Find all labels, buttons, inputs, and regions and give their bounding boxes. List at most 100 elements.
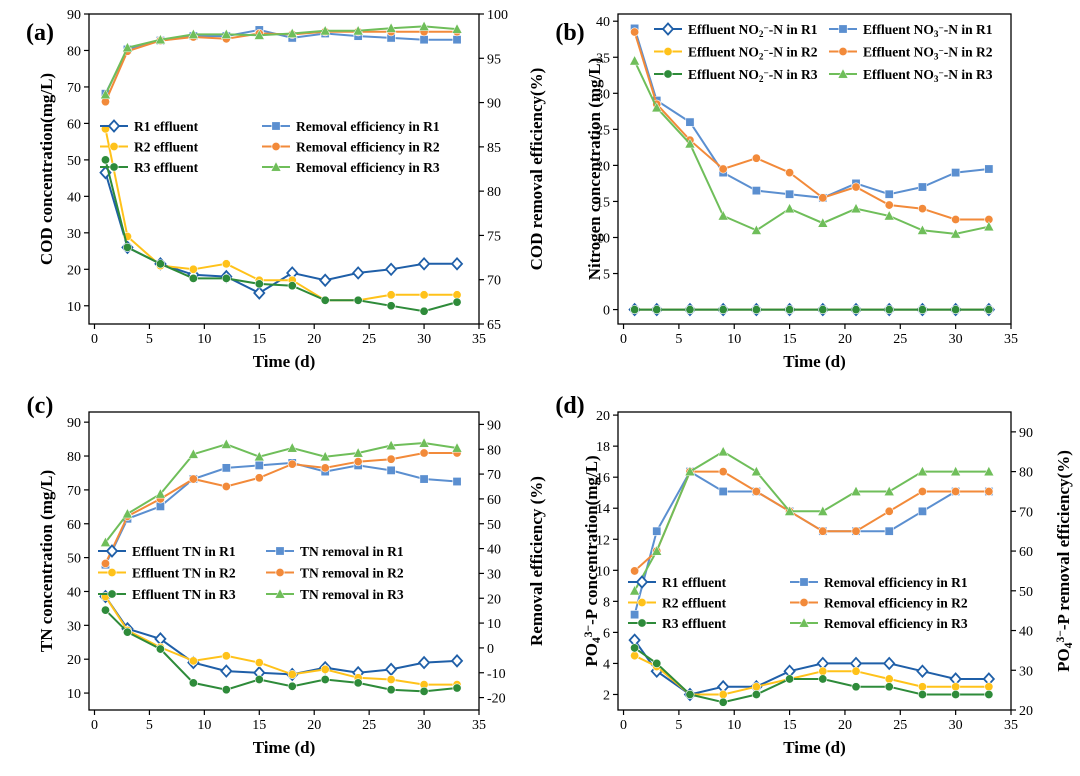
- y2-tick-label: 70: [1019, 505, 1033, 520]
- data-point: [286, 442, 298, 453]
- legend-item: R2 effluent: [628, 596, 727, 611]
- legend-label: R2 effluent: [134, 140, 199, 155]
- series-line: [104, 441, 458, 544]
- data-point: [984, 305, 994, 315]
- data-point: [221, 685, 231, 695]
- data-point: [386, 675, 396, 685]
- legend-marker: [798, 617, 810, 628]
- legend-marker: [838, 46, 848, 56]
- data-point: [851, 666, 861, 676]
- legend-marker: [275, 567, 285, 577]
- legend-marker: [637, 597, 647, 607]
- x-tick-label: 20: [307, 332, 321, 347]
- data-point: [418, 20, 430, 31]
- y2-tick-label: 70: [487, 468, 501, 483]
- y2-axis-label: Removal efficiency (%): [527, 476, 546, 646]
- y-tick-label: 18: [596, 440, 610, 455]
- data-point: [352, 447, 364, 458]
- data-point: [850, 485, 862, 496]
- data-point: [100, 155, 110, 165]
- legend-marker: [105, 544, 119, 558]
- data-point: [452, 477, 462, 487]
- panel-a: 0 5 10 15 20 25 30 35 10 20 30 40 50 60 70 80 90 65 70 75 80…: [26, 8, 546, 371]
- data-point: [287, 669, 297, 679]
- data-point: [884, 200, 894, 210]
- x-tick-label: 35: [472, 332, 486, 347]
- data-point: [851, 305, 861, 315]
- data-point: [188, 678, 198, 688]
- data-point: [984, 486, 994, 496]
- y2-tick-label: 30: [487, 567, 501, 582]
- data-point: [685, 689, 695, 699]
- data-point: [188, 656, 198, 666]
- data-point: [884, 506, 894, 516]
- data-point: [750, 224, 762, 235]
- x-tick-label: 35: [1004, 332, 1018, 347]
- series-2: [100, 25, 462, 99]
- data-point: [717, 446, 729, 457]
- data-point: [818, 305, 828, 315]
- data-point: [984, 689, 994, 699]
- data-point: [917, 305, 927, 315]
- data-point: [652, 526, 662, 536]
- legend-item: Removal efficiency in R3: [790, 616, 968, 631]
- legend-marker: [107, 589, 117, 599]
- y2-tick-label: 85: [487, 141, 501, 156]
- data-point: [385, 22, 397, 33]
- legend: Effluent TN in R1 TN removal in R1 Effluen…: [98, 544, 404, 602]
- data-point: [951, 689, 961, 699]
- data-point: [221, 259, 231, 269]
- y-tick-label: 40: [67, 585, 81, 600]
- series-5: [630, 305, 994, 315]
- x-tick-label: 10: [727, 718, 741, 733]
- series-line: [104, 609, 458, 693]
- data-point: [630, 610, 640, 620]
- data-point: [951, 305, 961, 315]
- data-point: [630, 643, 640, 653]
- y2-tick-label: 80: [1019, 466, 1033, 481]
- panel-b: 0 5 10 15 20 25 30 35 0 5 10 15 20 25 30 35 40 Time (d) Ni…: [555, 13, 1018, 371]
- data-point: [418, 437, 430, 448]
- legend-label: R1 effluent: [134, 119, 199, 134]
- data-point: [751, 153, 761, 163]
- legend-marker: [635, 575, 649, 589]
- data-point: [785, 674, 795, 684]
- x-tick-label: 5: [146, 332, 153, 347]
- data-point: [817, 217, 829, 228]
- y-tick-label: 10: [596, 231, 610, 246]
- data-point: [122, 508, 133, 519]
- data-point: [386, 290, 396, 300]
- data-point: [220, 664, 233, 678]
- legend-item: Effluent NO3−-N in R3: [829, 67, 993, 84]
- data-point: [100, 558, 110, 568]
- legend-marker: [837, 68, 849, 79]
- data-point: [221, 463, 231, 473]
- data-point: [684, 138, 696, 149]
- data-point: [451, 442, 463, 453]
- x-tick-label: 30: [417, 332, 431, 347]
- data-point: [685, 117, 695, 127]
- legend-item: R2 effluent: [100, 140, 199, 155]
- y-tick-label: 90: [67, 416, 81, 431]
- data-point: [417, 256, 431, 271]
- y-axis-label: PO43−-P concentration(mg/L): [582, 455, 603, 666]
- data-point: [154, 632, 167, 646]
- y-tick-label: 40: [67, 190, 81, 205]
- legend-label: Removal efficiency in R3: [824, 616, 968, 631]
- data-point: [850, 202, 862, 214]
- y2-tick-label: 90: [1019, 426, 1033, 441]
- plot-frame: [617, 13, 1012, 325]
- data-point: [188, 264, 198, 274]
- series-6: [100, 437, 463, 547]
- legend-label: R1 effluent: [662, 575, 727, 590]
- y-tick-label: 14: [596, 502, 610, 517]
- data-point: [629, 55, 641, 66]
- series-1: [99, 165, 464, 300]
- data-point: [384, 262, 398, 277]
- y-tick-label: 25: [596, 123, 610, 138]
- data-point: [452, 297, 462, 307]
- legend: R1 effluent Removal efficiency in R1 R2 ef…: [100, 119, 440, 175]
- data-point: [320, 675, 330, 685]
- y2-tick-label: 100: [487, 8, 508, 23]
- x-tick-label: 0: [620, 332, 627, 347]
